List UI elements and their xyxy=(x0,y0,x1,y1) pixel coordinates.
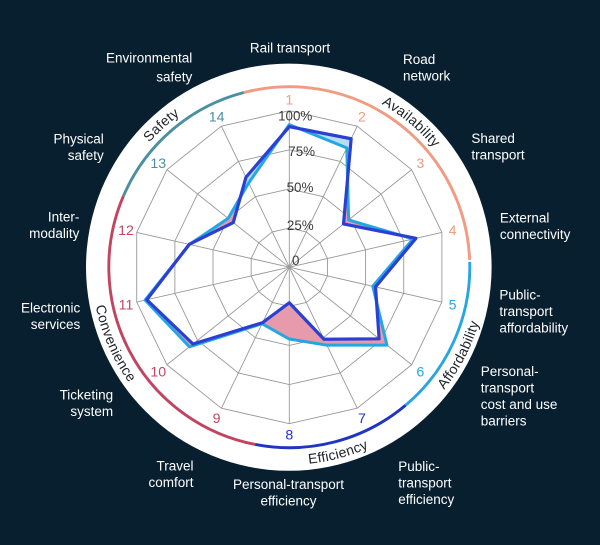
svg-text:Electronic: Electronic xyxy=(21,300,81,315)
svg-text:Physical: Physical xyxy=(54,132,104,147)
svg-text:safety: safety xyxy=(68,148,104,163)
svg-text:Environmental: Environmental xyxy=(106,51,192,66)
svg-text:barriers: barriers xyxy=(481,413,527,428)
svg-text:2: 2 xyxy=(358,109,366,125)
svg-text:9: 9 xyxy=(213,411,221,427)
svg-text:Ticketing: Ticketing xyxy=(60,388,114,403)
svg-text:6: 6 xyxy=(416,365,424,381)
svg-text:Shared: Shared xyxy=(471,131,515,146)
svg-text:transport: transport xyxy=(499,304,553,319)
svg-text:system: system xyxy=(70,404,113,419)
svg-text:transport: transport xyxy=(481,380,535,395)
svg-text:connectivity: connectivity xyxy=(500,227,571,242)
svg-text:50%: 50% xyxy=(287,180,314,195)
svg-text:Travel: Travel xyxy=(156,459,193,474)
svg-text:Public-: Public- xyxy=(398,459,439,474)
svg-text:Personal-: Personal- xyxy=(481,364,539,379)
svg-text:75%: 75% xyxy=(288,144,315,159)
svg-text:10: 10 xyxy=(150,365,166,381)
svg-text:25%: 25% xyxy=(287,218,314,233)
svg-text:11: 11 xyxy=(119,298,134,314)
svg-text:100%: 100% xyxy=(278,109,312,124)
svg-text:affordability: affordability xyxy=(499,321,568,336)
svg-text:8: 8 xyxy=(285,428,293,444)
svg-text:7: 7 xyxy=(358,411,366,427)
svg-text:modality: modality xyxy=(29,226,80,241)
svg-text:Rail transport: Rail transport xyxy=(250,41,331,56)
svg-text:5: 5 xyxy=(449,298,457,314)
svg-text:cost and use: cost and use xyxy=(481,397,558,412)
svg-text:12: 12 xyxy=(118,223,134,239)
svg-text:3: 3 xyxy=(416,156,424,172)
svg-text:efficiency: efficiency xyxy=(398,492,454,507)
svg-text:Inter-: Inter- xyxy=(48,209,80,224)
svg-text:Public-: Public- xyxy=(499,288,540,303)
svg-text:services: services xyxy=(31,317,81,332)
svg-text:transport: transport xyxy=(471,147,525,162)
svg-text:0: 0 xyxy=(292,253,299,268)
svg-text:External: External xyxy=(500,211,550,226)
svg-text:network: network xyxy=(403,68,451,83)
svg-text:Personal-transport: Personal-transport xyxy=(233,477,344,492)
svg-text:1: 1 xyxy=(285,93,293,109)
svg-text:safety: safety xyxy=(156,69,192,84)
svg-text:efficiency: efficiency xyxy=(260,494,316,509)
svg-text:Road: Road xyxy=(403,52,435,67)
svg-text:comfort: comfort xyxy=(148,475,193,490)
svg-text:13: 13 xyxy=(150,156,166,172)
svg-text:transport: transport xyxy=(398,475,452,490)
svg-text:14: 14 xyxy=(209,109,225,125)
svg-text:4: 4 xyxy=(449,223,457,239)
